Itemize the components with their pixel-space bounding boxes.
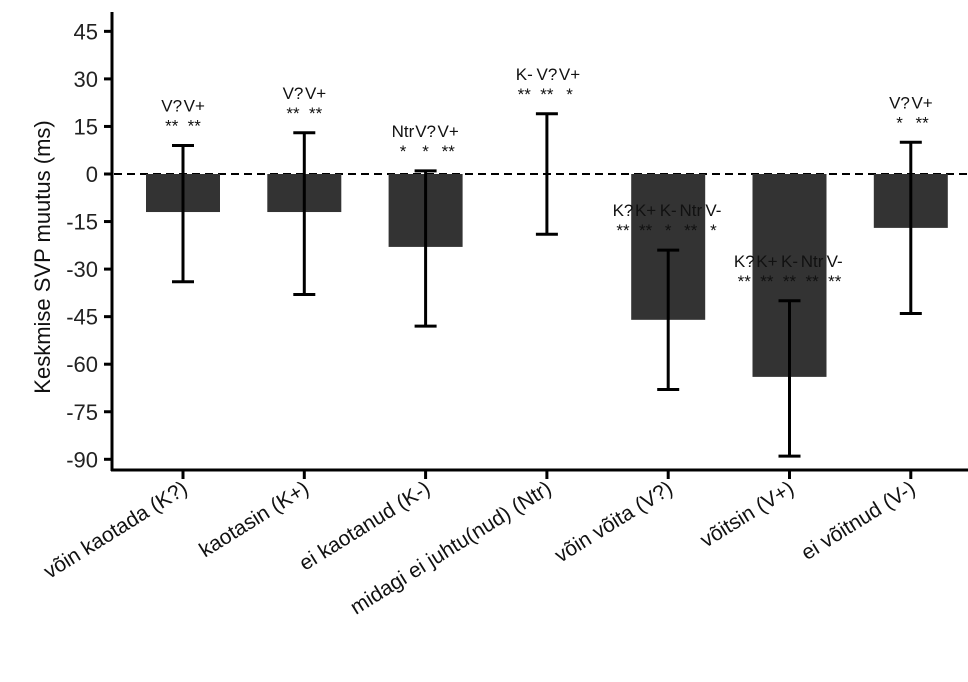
annotation-stars: **: [309, 104, 323, 123]
y-tick-label: -75: [66, 400, 98, 425]
annotation-label: V?: [889, 93, 910, 112]
annotation-label: K-: [660, 201, 677, 220]
category-label: ei võitnud (V-): [797, 477, 919, 565]
annotation-stars: *: [422, 142, 429, 161]
annotation-stars: **: [188, 116, 202, 135]
annotation-label: V?: [283, 84, 304, 103]
annotation-label: V-: [705, 201, 721, 220]
annotation-label: V-: [827, 252, 843, 271]
annotation-stars: **: [760, 272, 774, 291]
annotation-label: K?: [613, 201, 634, 220]
annotation-label: V?: [415, 122, 436, 141]
annotation-label: K?: [734, 252, 755, 271]
annotation-label: V?: [161, 96, 182, 115]
annotation-label: K-: [781, 252, 798, 271]
annotation-label: V+: [305, 84, 326, 103]
annotation-stars: **: [828, 272, 842, 291]
annotation-label: V+: [559, 65, 580, 84]
annotation-stars: *: [566, 85, 573, 104]
category-label: kaotasin (K+): [195, 477, 313, 562]
annotation-stars: **: [540, 85, 554, 104]
annotation-stars: **: [805, 272, 819, 291]
annotation-stars: **: [783, 272, 797, 291]
y-tick-label: 0: [86, 162, 98, 187]
y-axis-ticks: 45 30 15 0 -15 -30 -45 -60 -75 -90: [66, 19, 112, 472]
annotation-stars: **: [639, 221, 653, 240]
y-axis-title: Keskmise SVP muutus (ms): [30, 120, 55, 393]
annotation-stars: **: [915, 113, 929, 132]
annotation-stars: *: [400, 142, 407, 161]
category-label: võin võita (V?): [551, 477, 677, 568]
annotation-stars: **: [286, 104, 300, 123]
annotation-stars: *: [710, 221, 717, 240]
annotation-stars: **: [738, 272, 752, 291]
y-tick-label: 45: [74, 19, 98, 44]
y-tick-label: 30: [74, 67, 98, 92]
annotation-stars: **: [442, 142, 456, 161]
category-label: võin kaotada (K?): [40, 477, 192, 584]
annotation-stars: **: [616, 221, 630, 240]
annotation-stars: **: [684, 221, 698, 240]
significance-annotations: V?**V+**V?**V+**Ntr*V?*V+**K-**V?**V+*K?…: [161, 65, 932, 291]
y-tick-label: -90: [66, 447, 98, 472]
annotation-label: V+: [438, 122, 459, 141]
y-tick-label: -60: [66, 352, 98, 377]
annotation-label: K-: [516, 65, 533, 84]
annotation-label: Ntr: [801, 252, 824, 271]
annotation-label: Ntr: [679, 201, 702, 220]
annotation-stars: *: [665, 221, 672, 240]
annotation-stars: *: [896, 113, 903, 132]
y-tick-label: -30: [66, 257, 98, 282]
y-tick-label: 15: [74, 114, 98, 139]
y-tick-label: -45: [66, 305, 98, 330]
x-axis-labels: võin kaotada (K?) kaotasin (K+)ei kaotanu…: [40, 470, 919, 620]
annotation-label: V+: [184, 96, 205, 115]
annotation-label: Ntr: [392, 122, 415, 141]
category-label: võitsin (V+): [696, 477, 798, 552]
annotation-label: K+: [635, 201, 656, 220]
y-tick-label: -15: [66, 210, 98, 235]
category-label: midagi ei juhtu(nud) (Ntr): [346, 477, 555, 620]
error-bars: [172, 112, 922, 458]
annotation-stars: **: [518, 85, 532, 104]
annotation-label: V?: [537, 65, 558, 84]
annotation-label: V+: [911, 93, 932, 112]
annotation-label: K+: [756, 252, 777, 271]
annotation-stars: **: [165, 116, 179, 135]
